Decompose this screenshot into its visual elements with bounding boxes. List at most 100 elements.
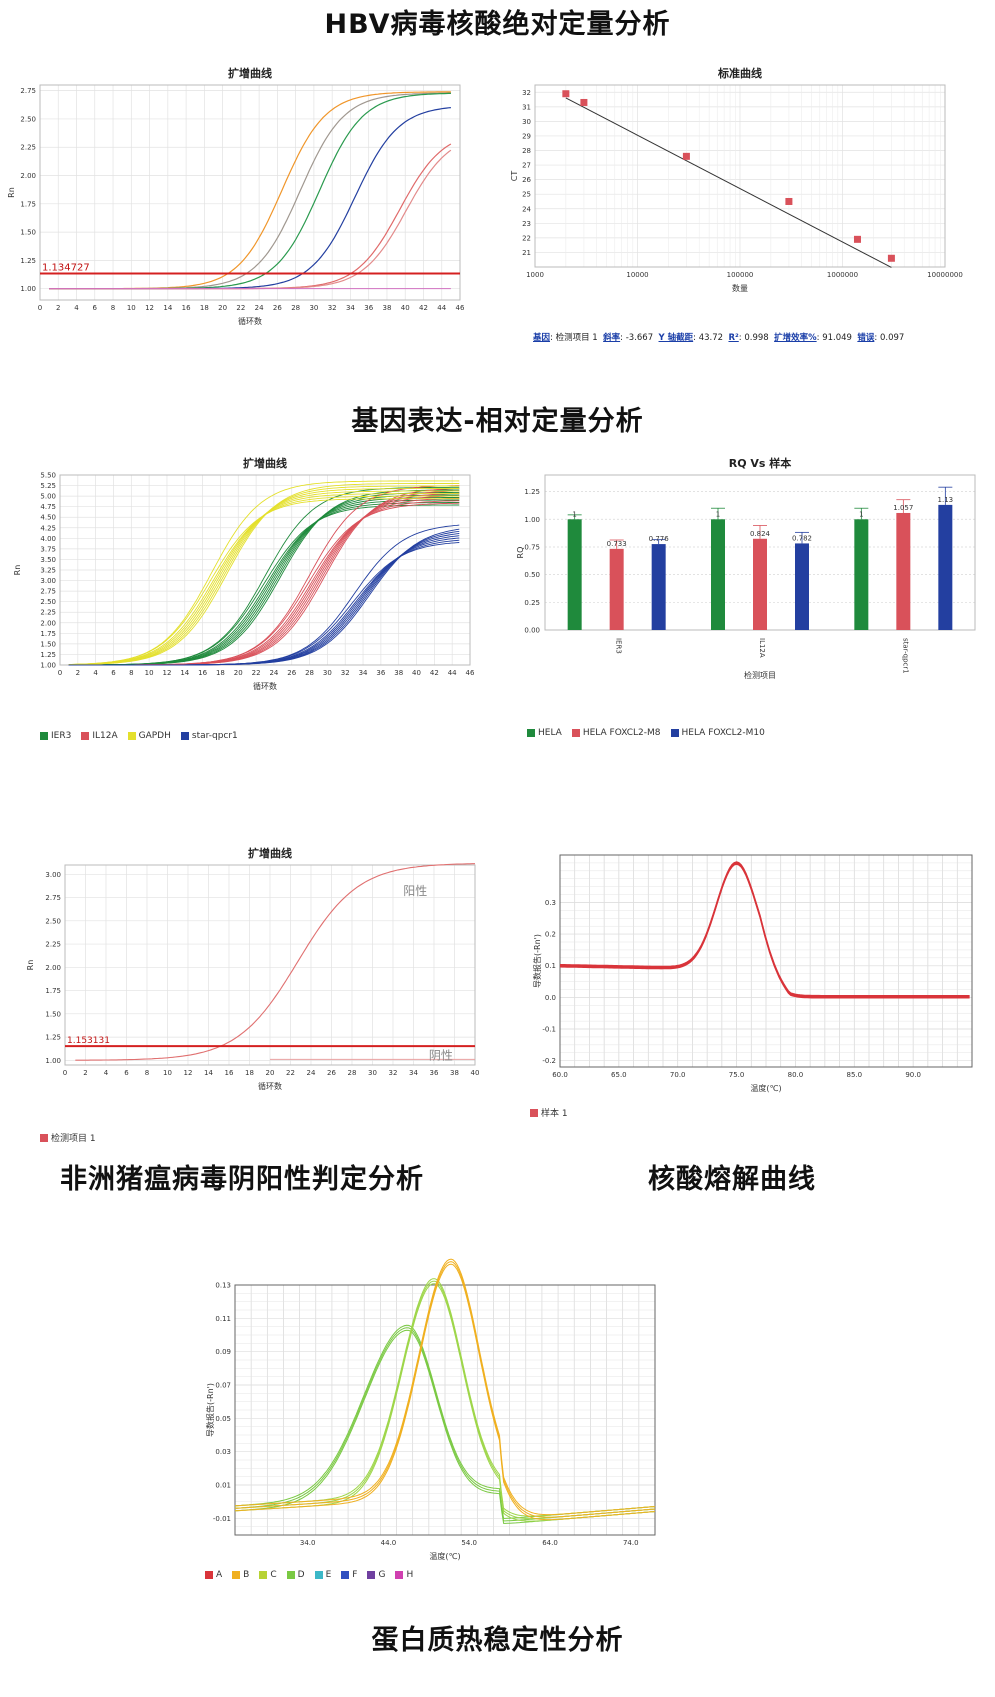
y-tick-label: -0.01 [213, 1515, 231, 1523]
melt-curve [560, 862, 970, 997]
bar-value-label: 1 [859, 510, 863, 518]
standard-point [580, 98, 588, 106]
threshold-label: 1.153131 [67, 1036, 110, 1046]
bar-value-label: 1 [716, 510, 720, 518]
x-tick-label: 40 [401, 304, 410, 312]
x-tick-label: 64.0 [542, 1539, 558, 1547]
legend-swatch [314, 1571, 323, 1579]
thermal-curve [234, 1263, 656, 1521]
x-tick-label: 24 [307, 1069, 316, 1077]
x-tick-label: 8 [111, 304, 115, 312]
y-tick-label: 0.00 [524, 627, 540, 635]
legend-label: F [352, 1570, 358, 1580]
standard-point [853, 235, 861, 243]
y-tick-label: 1.50 [40, 640, 56, 648]
x-tick-label: 44 [448, 669, 457, 677]
legend-swatch [367, 1571, 376, 1579]
legend-swatch [40, 732, 48, 740]
x-tick-label: 30 [368, 1069, 377, 1077]
x-tick-label: 38 [450, 1069, 459, 1077]
asf-caption: 非洲猪瘟病毒阴阳性判定分析 [60, 1164, 424, 1195]
x-tick-label: 75.0 [729, 1071, 745, 1079]
x-tick-label: 10 [145, 669, 154, 677]
y-tick-label: 2.75 [45, 894, 61, 902]
bar-value-label: 0.776 [649, 535, 670, 543]
chart-title: 扩增曲线 [248, 846, 292, 860]
y-tick-label: 27 [522, 162, 531, 170]
x-tick-label: 22 [252, 669, 261, 677]
legend-label: G [378, 1570, 386, 1580]
x-axis-label: 温度(℃) [429, 1551, 460, 1561]
y-tick-label: 1.25 [40, 651, 56, 659]
y-tick-label: 0.0 [545, 994, 556, 1002]
y-tick-label: 4.00 [40, 535, 56, 543]
amplification-curve [68, 528, 460, 666]
stat-err-value: 0.097 [879, 333, 905, 343]
legend-item: H [395, 1570, 413, 1580]
legend-item: D [286, 1570, 305, 1580]
gene-section-title: 基因表达-相对定量分析 [351, 406, 644, 437]
x-tick-label: 14 [204, 1069, 213, 1077]
bar-value-label: 1.13 [938, 496, 954, 504]
y-tick-label: 23 [522, 220, 531, 228]
amplification-curve [68, 488, 460, 666]
asf-legend: 检测项目 1 [40, 1131, 96, 1144]
x-tick-label: 80.0 [788, 1071, 804, 1079]
legend-item: GAPDH [127, 731, 171, 741]
amplification-curve [68, 480, 460, 665]
stat-gene-value: 检测项目 1 [555, 333, 598, 343]
y-tick-label: 30 [522, 118, 531, 126]
legend-item: 样本 1 [530, 1106, 568, 1119]
y-tick-label: 0.50 [524, 571, 540, 579]
legend-item: B [232, 1570, 249, 1580]
x-tick-label: 1000 [526, 271, 544, 279]
x-tick-label: 34.0 [300, 1539, 316, 1547]
y-tick-label: 4.75 [40, 503, 56, 511]
y-tick-label: 2.00 [40, 619, 56, 627]
melt-curve [559, 863, 970, 999]
bar-value-label: 1 [572, 510, 576, 518]
x-tick-label: 12 [184, 1069, 193, 1077]
standard-point [887, 254, 895, 262]
y-axis-label: 导数报告(-Rn') [532, 934, 542, 988]
legend-item: HELA FOXCL2-M8 [571, 728, 661, 738]
amplification-curve [68, 485, 460, 666]
x-tick-label: 85.0 [846, 1071, 862, 1079]
legend-swatch [341, 1571, 350, 1579]
legend-label: IL12A [92, 731, 118, 741]
x-tick-label: 8 [145, 1069, 149, 1077]
x-tick-label: 2 [76, 669, 80, 677]
amplification-curve [49, 149, 452, 290]
x-tick-label: 0 [38, 304, 42, 312]
melt-caption: 核酸熔解曲线 [648, 1164, 816, 1195]
x-tick-label: 18 [245, 1069, 254, 1077]
y-axis-label: Rn [7, 187, 16, 198]
legend-swatch [205, 1571, 213, 1579]
melt-curve-chart: 60.0 65.0 70.0 75.0 80.0 85.0 90.0 -0.2 -0.1 0.0 0… [532, 854, 973, 1093]
legend-item: G [367, 1570, 385, 1580]
x-tick-label: 2 [56, 304, 60, 312]
amplification-curve [49, 143, 452, 290]
stat-slope-value: -3.667 [625, 333, 654, 343]
legend-item: HELA [527, 728, 562, 738]
x-tick-label: 26 [287, 669, 296, 677]
y-tick-label: 1.75 [45, 987, 61, 995]
y-tick-label: 2.25 [40, 609, 56, 617]
legend-swatch [232, 1571, 241, 1579]
x-tick-label: 90.0 [905, 1071, 921, 1079]
x-tick-label: 20 [234, 669, 243, 677]
x-tick-label: 0 [58, 669, 62, 677]
x-tick-label: 44 [437, 304, 446, 312]
legend-label: E [325, 1570, 332, 1580]
fit-line [565, 97, 892, 268]
x-tick-label: 65.0 [611, 1071, 627, 1079]
amplification-curve [49, 92, 451, 290]
legend-swatch [259, 1571, 268, 1579]
x-tick-label: 34 [359, 669, 368, 677]
y-tick-label: 29 [522, 132, 531, 140]
x-tick-label: 16 [182, 304, 191, 312]
x-tick-label: 38 [382, 304, 391, 312]
x-tick-label: 6 [124, 1069, 129, 1077]
